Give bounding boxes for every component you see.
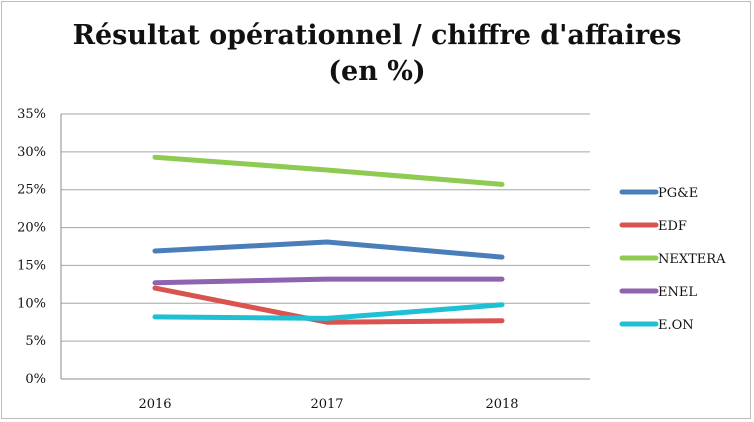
x-axis-ticks: 2016 2017 2018 <box>138 397 518 412</box>
y-tick-label: 5% <box>25 334 46 349</box>
chart-title-line2: (en %) <box>328 56 426 87</box>
gridlines <box>60 113 590 380</box>
y-tick-label: 20% <box>17 221 46 236</box>
legend-label: ENEL <box>658 285 697 300</box>
x-tick-label: 2018 <box>485 397 518 412</box>
chart-title-line1: Résultat opérationnel / chiffre d'affair… <box>72 20 682 51</box>
series-line-edf <box>152 285 505 325</box>
legend-label: NEXTERA <box>658 252 726 267</box>
series-line-pg-e <box>152 239 505 260</box>
y-tick-label: 0% <box>25 372 46 387</box>
x-tick-label: 2016 <box>138 397 171 412</box>
y-tick-label: 35% <box>17 107 46 122</box>
legend-label: EDF <box>658 219 687 234</box>
y-tick-label: 15% <box>17 258 46 273</box>
series-lines <box>152 154 505 325</box>
series-line-enel <box>152 276 505 286</box>
legend: PG&E EDF NEXTERA ENEL E.ON <box>619 186 726 333</box>
y-axis-ticks: 0% 5% 10% 15% 20% 25% 30% 35% <box>17 107 46 387</box>
y-tick-label: 10% <box>17 296 46 311</box>
y-tick-label: 30% <box>17 145 46 160</box>
legend-label: E.ON <box>658 318 694 333</box>
chart-title: Résultat opérationnel / chiffre d'affair… <box>0 18 754 90</box>
series-line-nextera <box>152 154 505 187</box>
x-tick-label: 2017 <box>310 397 343 412</box>
y-tick-label: 25% <box>17 183 46 198</box>
series-line-e-on <box>152 302 505 321</box>
legend-label: PG&E <box>658 186 698 201</box>
